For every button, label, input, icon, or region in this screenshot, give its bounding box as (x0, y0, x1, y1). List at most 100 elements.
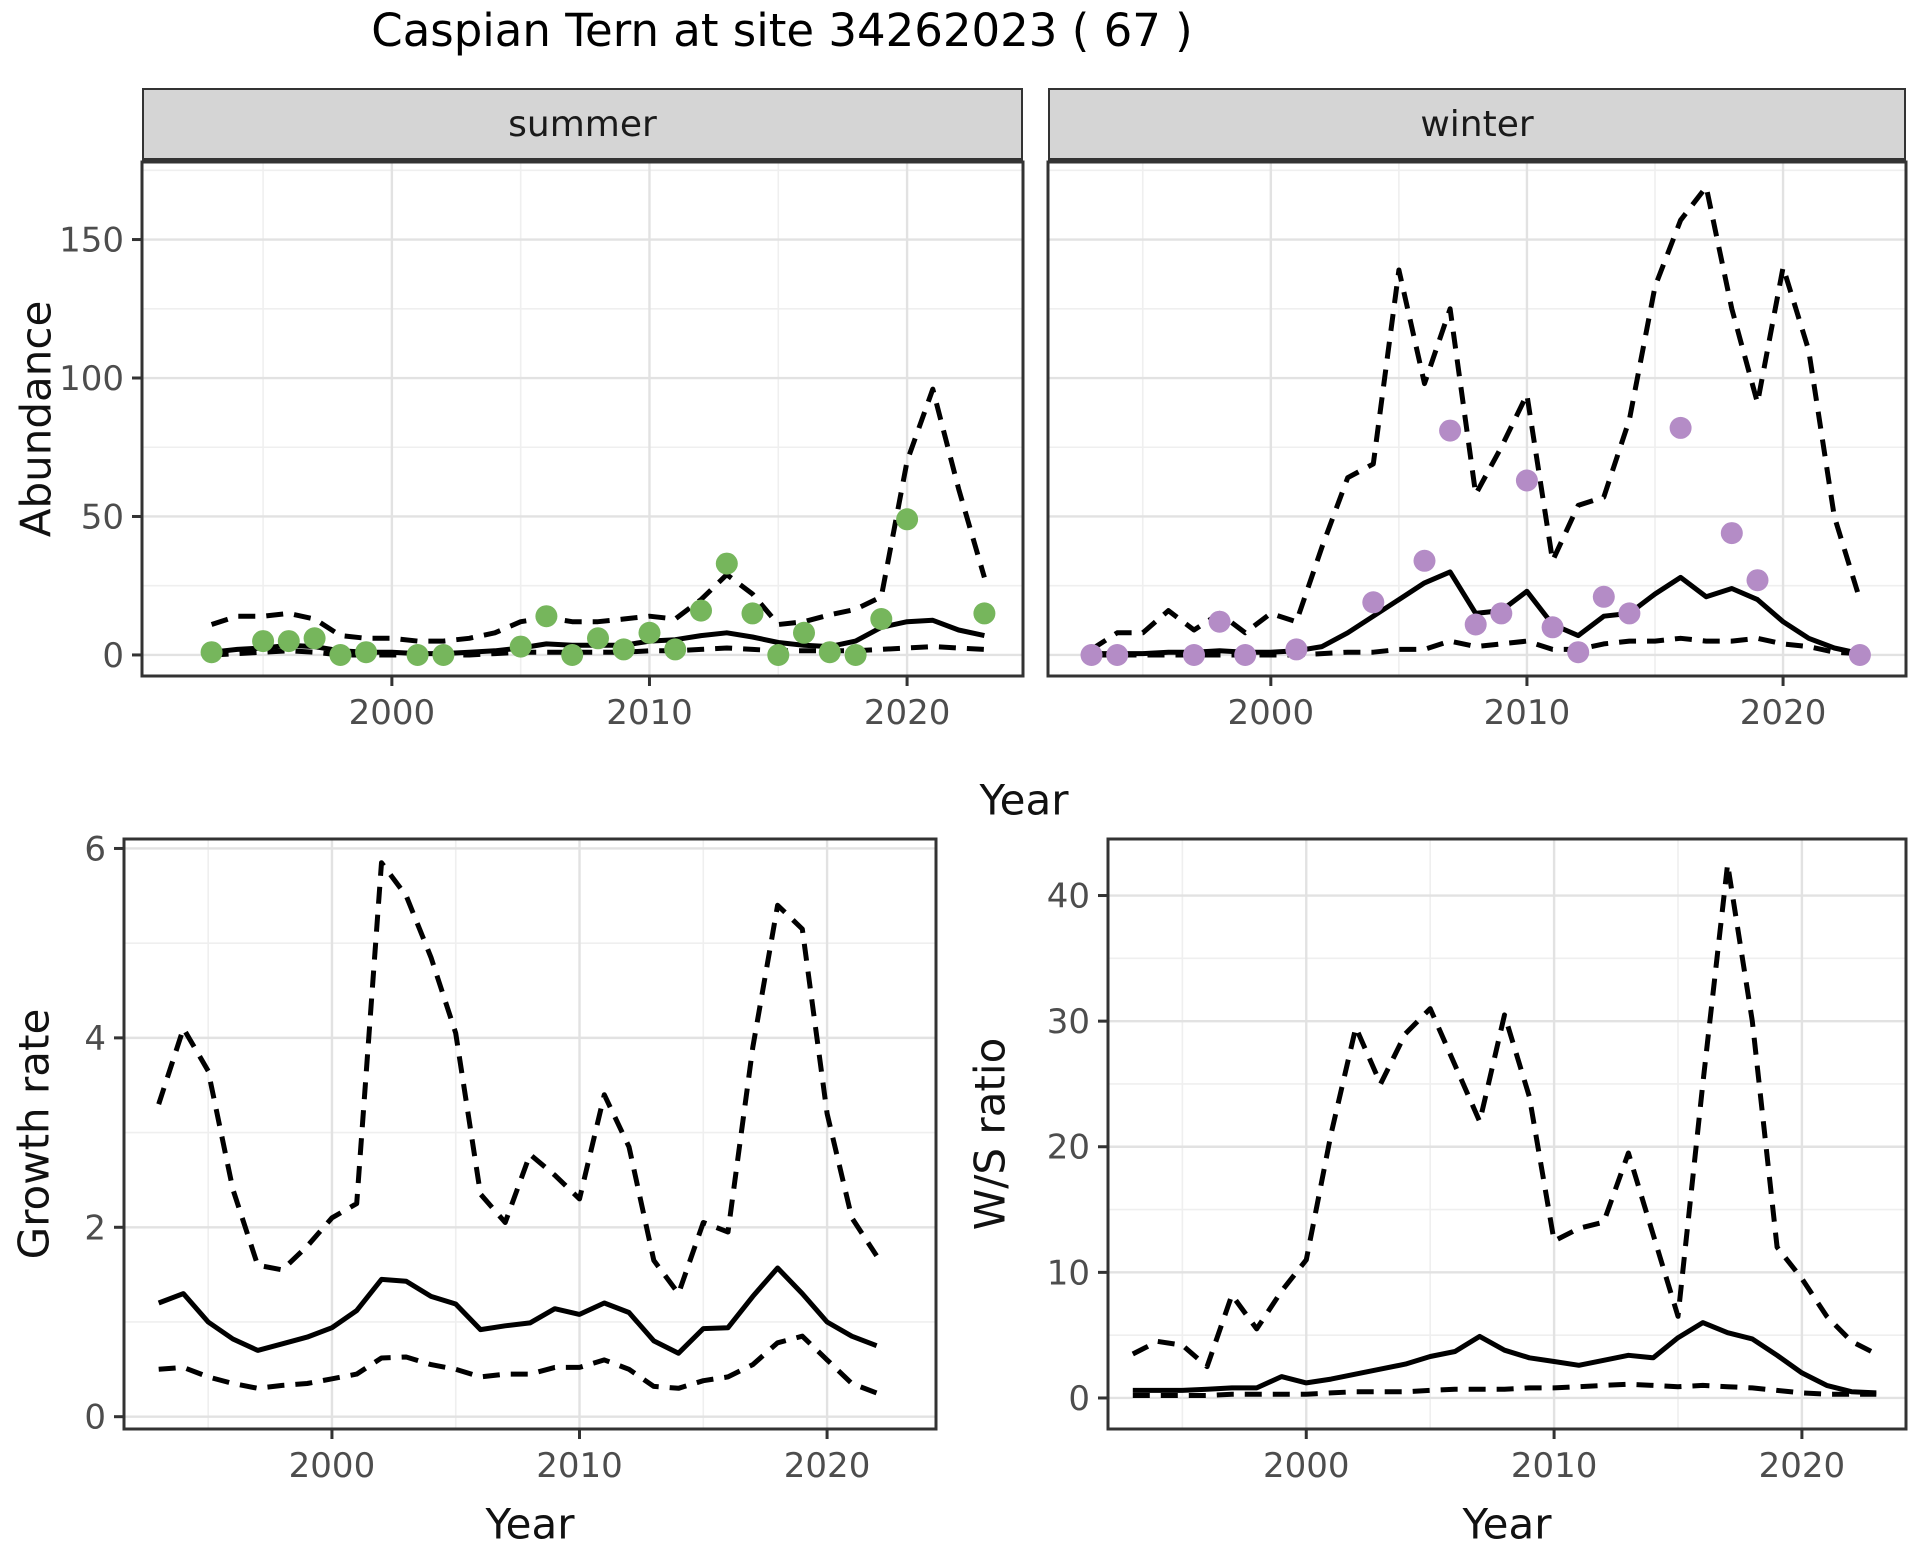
data-point (277, 630, 300, 653)
upper-ci-line (156, 860, 879, 1297)
data-point (1515, 469, 1538, 492)
median-line (1132, 1320, 1877, 1396)
data-point (355, 641, 378, 664)
y-tick-label: 150 (59, 221, 124, 261)
y-tick-label: 100 (59, 359, 124, 399)
data-point (1413, 549, 1436, 572)
data-point (870, 608, 893, 630)
data-point (767, 644, 790, 666)
panel-border (122, 837, 938, 1431)
x-tick-label: 2020 (864, 693, 951, 733)
x-axis-title-growth: Year (485, 1499, 575, 1549)
y-tick-label: 4 (84, 1019, 106, 1059)
lower-ci-line (1132, 1381, 1877, 1398)
x-axis-title-top: Year (979, 775, 1069, 825)
y-tick-label: 10 (1047, 1253, 1090, 1293)
data-point (664, 638, 687, 661)
x-tick-label: 2000 (1263, 1446, 1350, 1486)
data-point (303, 627, 326, 650)
panel-background (124, 839, 936, 1429)
facet-label-winter: winter (1420, 103, 1534, 145)
data-point (587, 627, 609, 650)
x-tick-label: 2010 (1484, 693, 1571, 733)
data-point (432, 644, 455, 666)
data-point (509, 635, 532, 658)
data-point (1541, 616, 1564, 639)
data-point (1567, 641, 1590, 664)
median-line (1091, 569, 1861, 657)
data-point (561, 644, 584, 666)
data-point (1746, 569, 1769, 592)
y-tick-label: 20 (1047, 1128, 1090, 1168)
x-axis-title-ws: Year (1462, 1499, 1552, 1549)
x-tick-label: 2020 (1740, 693, 1827, 733)
y-axis-title-growth: Growth rate (9, 1008, 59, 1260)
data-point (741, 602, 764, 625)
panel-border (1046, 160, 1908, 678)
data-point (1234, 644, 1257, 666)
data-point (1592, 585, 1615, 608)
y-tick-label: 30 (1047, 1002, 1090, 1042)
y-axis-title-ws: W/S ratio (965, 1037, 1015, 1231)
y-tick-label: 0 (1068, 1379, 1090, 1419)
data-point (1362, 591, 1385, 614)
x-tick-label: 2020 (784, 1446, 871, 1486)
data-point (1106, 644, 1129, 666)
y-tick-label: 50 (81, 497, 124, 537)
data-point (638, 621, 661, 644)
y-tick-label: 2 (84, 1208, 106, 1248)
data-point (1080, 644, 1103, 666)
x-tick-label: 2010 (536, 1446, 623, 1486)
data-point (406, 644, 429, 666)
y-tick-label: 0 (102, 636, 124, 676)
x-tick-label: 2020 (1759, 1446, 1846, 1486)
upper-ci-line (210, 386, 987, 644)
lower-ci-line (1091, 635, 1861, 658)
data-point (252, 630, 275, 653)
data-point (896, 508, 919, 531)
data-point (844, 644, 867, 666)
data-point (818, 641, 841, 664)
data-point (1848, 644, 1871, 666)
y-tick-label: 40 (1047, 877, 1090, 917)
x-tick-label: 2000 (289, 1446, 376, 1486)
data-point (715, 552, 738, 575)
data-point (535, 605, 558, 628)
facet-label-summer: summer (508, 103, 657, 145)
median-line (157, 1265, 878, 1356)
data-point (1439, 419, 1462, 442)
upper-ci-line (1131, 861, 1878, 1370)
data-point (1464, 613, 1487, 636)
data-point (1208, 610, 1231, 633)
x-tick-label: 2010 (1511, 1446, 1598, 1486)
data-point (1618, 602, 1641, 625)
x-tick-label: 2000 (1228, 693, 1315, 733)
data-point (1490, 602, 1513, 625)
y-axis-title-abundance: Abundance (11, 300, 61, 538)
x-tick-label: 2010 (606, 693, 693, 733)
panel-background (1048, 162, 1906, 676)
y-tick-label: 0 (84, 1398, 106, 1438)
data-point (793, 621, 815, 644)
data-point (1669, 416, 1692, 439)
data-point (612, 638, 635, 661)
panel-border (140, 160, 1025, 678)
figure-title: Caspian Tern at site 34262023 ( 67 ) (371, 4, 1193, 57)
panel-background (1108, 839, 1906, 1429)
data-point (329, 644, 352, 666)
data-point (690, 599, 712, 622)
lower-ci-line (158, 1333, 878, 1396)
facet-strip-summer: summer (142, 88, 1023, 162)
data-point (973, 602, 996, 625)
y-tick-label: 6 (84, 829, 106, 869)
data-point (1720, 522, 1743, 545)
data-point (1183, 644, 1205, 666)
x-tick-label: 2000 (349, 693, 436, 733)
panel-border (1106, 837, 1908, 1431)
panel-background (142, 162, 1023, 676)
data-point (200, 641, 223, 664)
data-point (1285, 638, 1308, 661)
facet-strip-winter: winter (1048, 88, 1906, 162)
